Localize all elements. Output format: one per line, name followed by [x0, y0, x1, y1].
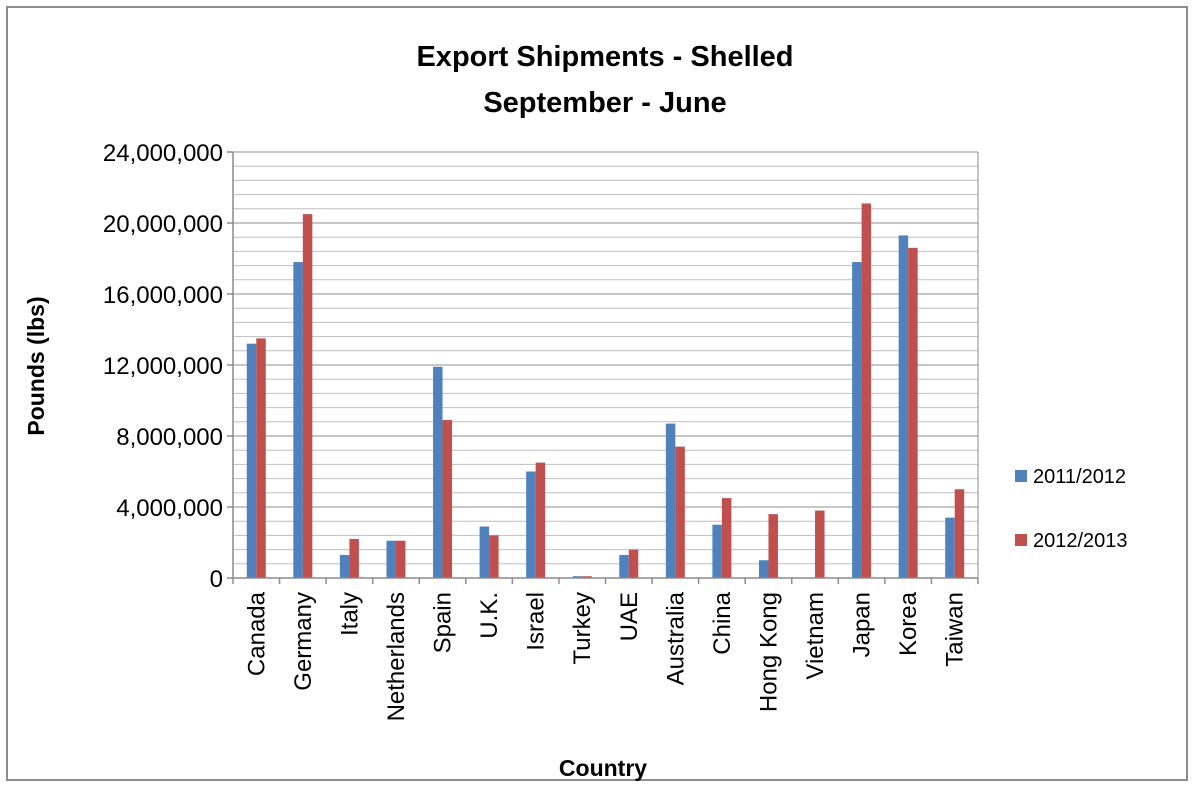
bar-2012-2013-china — [721, 498, 732, 578]
bar-2011-2012-germany — [293, 262, 303, 578]
bar-2012-2013-israel — [535, 462, 546, 578]
bar-2012-2013-uae — [628, 549, 639, 578]
x-tick-label: Germany — [290, 592, 317, 691]
y-tick-label: 4,000,000 — [116, 495, 223, 522]
y-tick-label: 24,000,000 — [103, 140, 223, 167]
x-tick-label: Canada — [243, 591, 270, 676]
legend-swatch — [1015, 470, 1027, 482]
bar-2012-2013-italy — [349, 538, 359, 578]
legend-label: 2012/2013 — [1033, 530, 1128, 552]
x-tick-label: Hong Kong — [755, 592, 782, 712]
x-tick-label: Vietnam — [802, 592, 829, 680]
chart-title: Export Shipments - Shelled — [416, 41, 793, 73]
legend: 2011/2012 2012/2013 — [1015, 466, 1128, 552]
bar-2012-2013-netherlands — [395, 540, 406, 578]
bar-2012-2013-japan — [861, 203, 872, 578]
x-tick-label: Australia — [662, 591, 689, 685]
bar-2012-2013-taiwan — [954, 489, 965, 578]
x-tick-label: U.K. — [476, 592, 503, 639]
bar-2012-2013-korea — [908, 247, 918, 578]
bar-2011-2012-israel — [526, 471, 536, 578]
y-tick-label: 16,000,000 — [103, 282, 223, 309]
x-tick-label: Korea — [895, 591, 922, 656]
x-tick-label: Spain — [430, 592, 457, 653]
bar-2011-2012-italy — [339, 554, 350, 578]
y-tick-labels: 0 4,000,000 8,000,000 12,000,000 16,000,000 2… — [103, 140, 223, 593]
bar-2011-2012-uae — [619, 554, 629, 578]
x-tick-label: Netherlands — [383, 592, 410, 721]
bar-2012-2013-hong-kong — [768, 514, 778, 578]
x-tick-label: Israel — [523, 592, 550, 651]
x-tick-label: Italy — [336, 592, 363, 636]
bar-2012-2013-vietnam — [815, 510, 825, 578]
bar-2011-2012-u-k- — [479, 526, 490, 578]
legend-label: 2011/2012 — [1033, 466, 1126, 488]
bar-2012-2013-canada — [256, 338, 266, 578]
bar-2012-2013-u-k- — [489, 535, 499, 578]
bar-2012-2013-spain — [442, 420, 453, 578]
legend-swatch — [1015, 534, 1027, 546]
bar-2011-2012-netherlands — [386, 540, 396, 578]
y-axis-title: Pounds (lbs) — [23, 296, 49, 435]
x-tick-label: China — [709, 591, 736, 654]
y-tick-label: 0 — [210, 566, 223, 593]
bar-2011-2012-china — [712, 524, 722, 578]
bar-2012-2013-australia — [675, 446, 685, 578]
y-tick-label: 20,000,000 — [103, 211, 223, 238]
x-tick-label: Japan — [849, 592, 876, 657]
bar-2011-2012-japan — [852, 262, 862, 578]
bar-2011-2012-korea — [898, 235, 909, 579]
y-tick-label: 8,000,000 — [116, 424, 223, 451]
bar-2011-2012-canada — [246, 343, 257, 578]
x-tick-label: Taiwan — [942, 592, 969, 667]
bar-2011-2012-hong-kong — [758, 560, 769, 578]
bar-2012-2013-germany — [302, 214, 313, 578]
bars — [246, 203, 965, 579]
chart-subtitle: September - June — [483, 87, 726, 119]
bar-2011-2012-spain — [433, 366, 443, 578]
x-tick-label: UAE — [616, 592, 643, 641]
bar-2011-2012-turkey — [572, 576, 583, 578]
bar-2011-2012-australia — [665, 423, 676, 578]
x-axis-title: Country — [559, 755, 647, 781]
x-tick-labels: Canada Germany Italy Netherlands Spain U.K. Is… — [243, 591, 968, 721]
bar-2012-2013-turkey — [582, 576, 592, 578]
bar-2011-2012-taiwan — [945, 517, 955, 578]
axes — [227, 151, 979, 584]
y-tick-label: 12,000,000 — [103, 353, 223, 380]
x-tick-label: Turkey — [569, 592, 596, 664]
